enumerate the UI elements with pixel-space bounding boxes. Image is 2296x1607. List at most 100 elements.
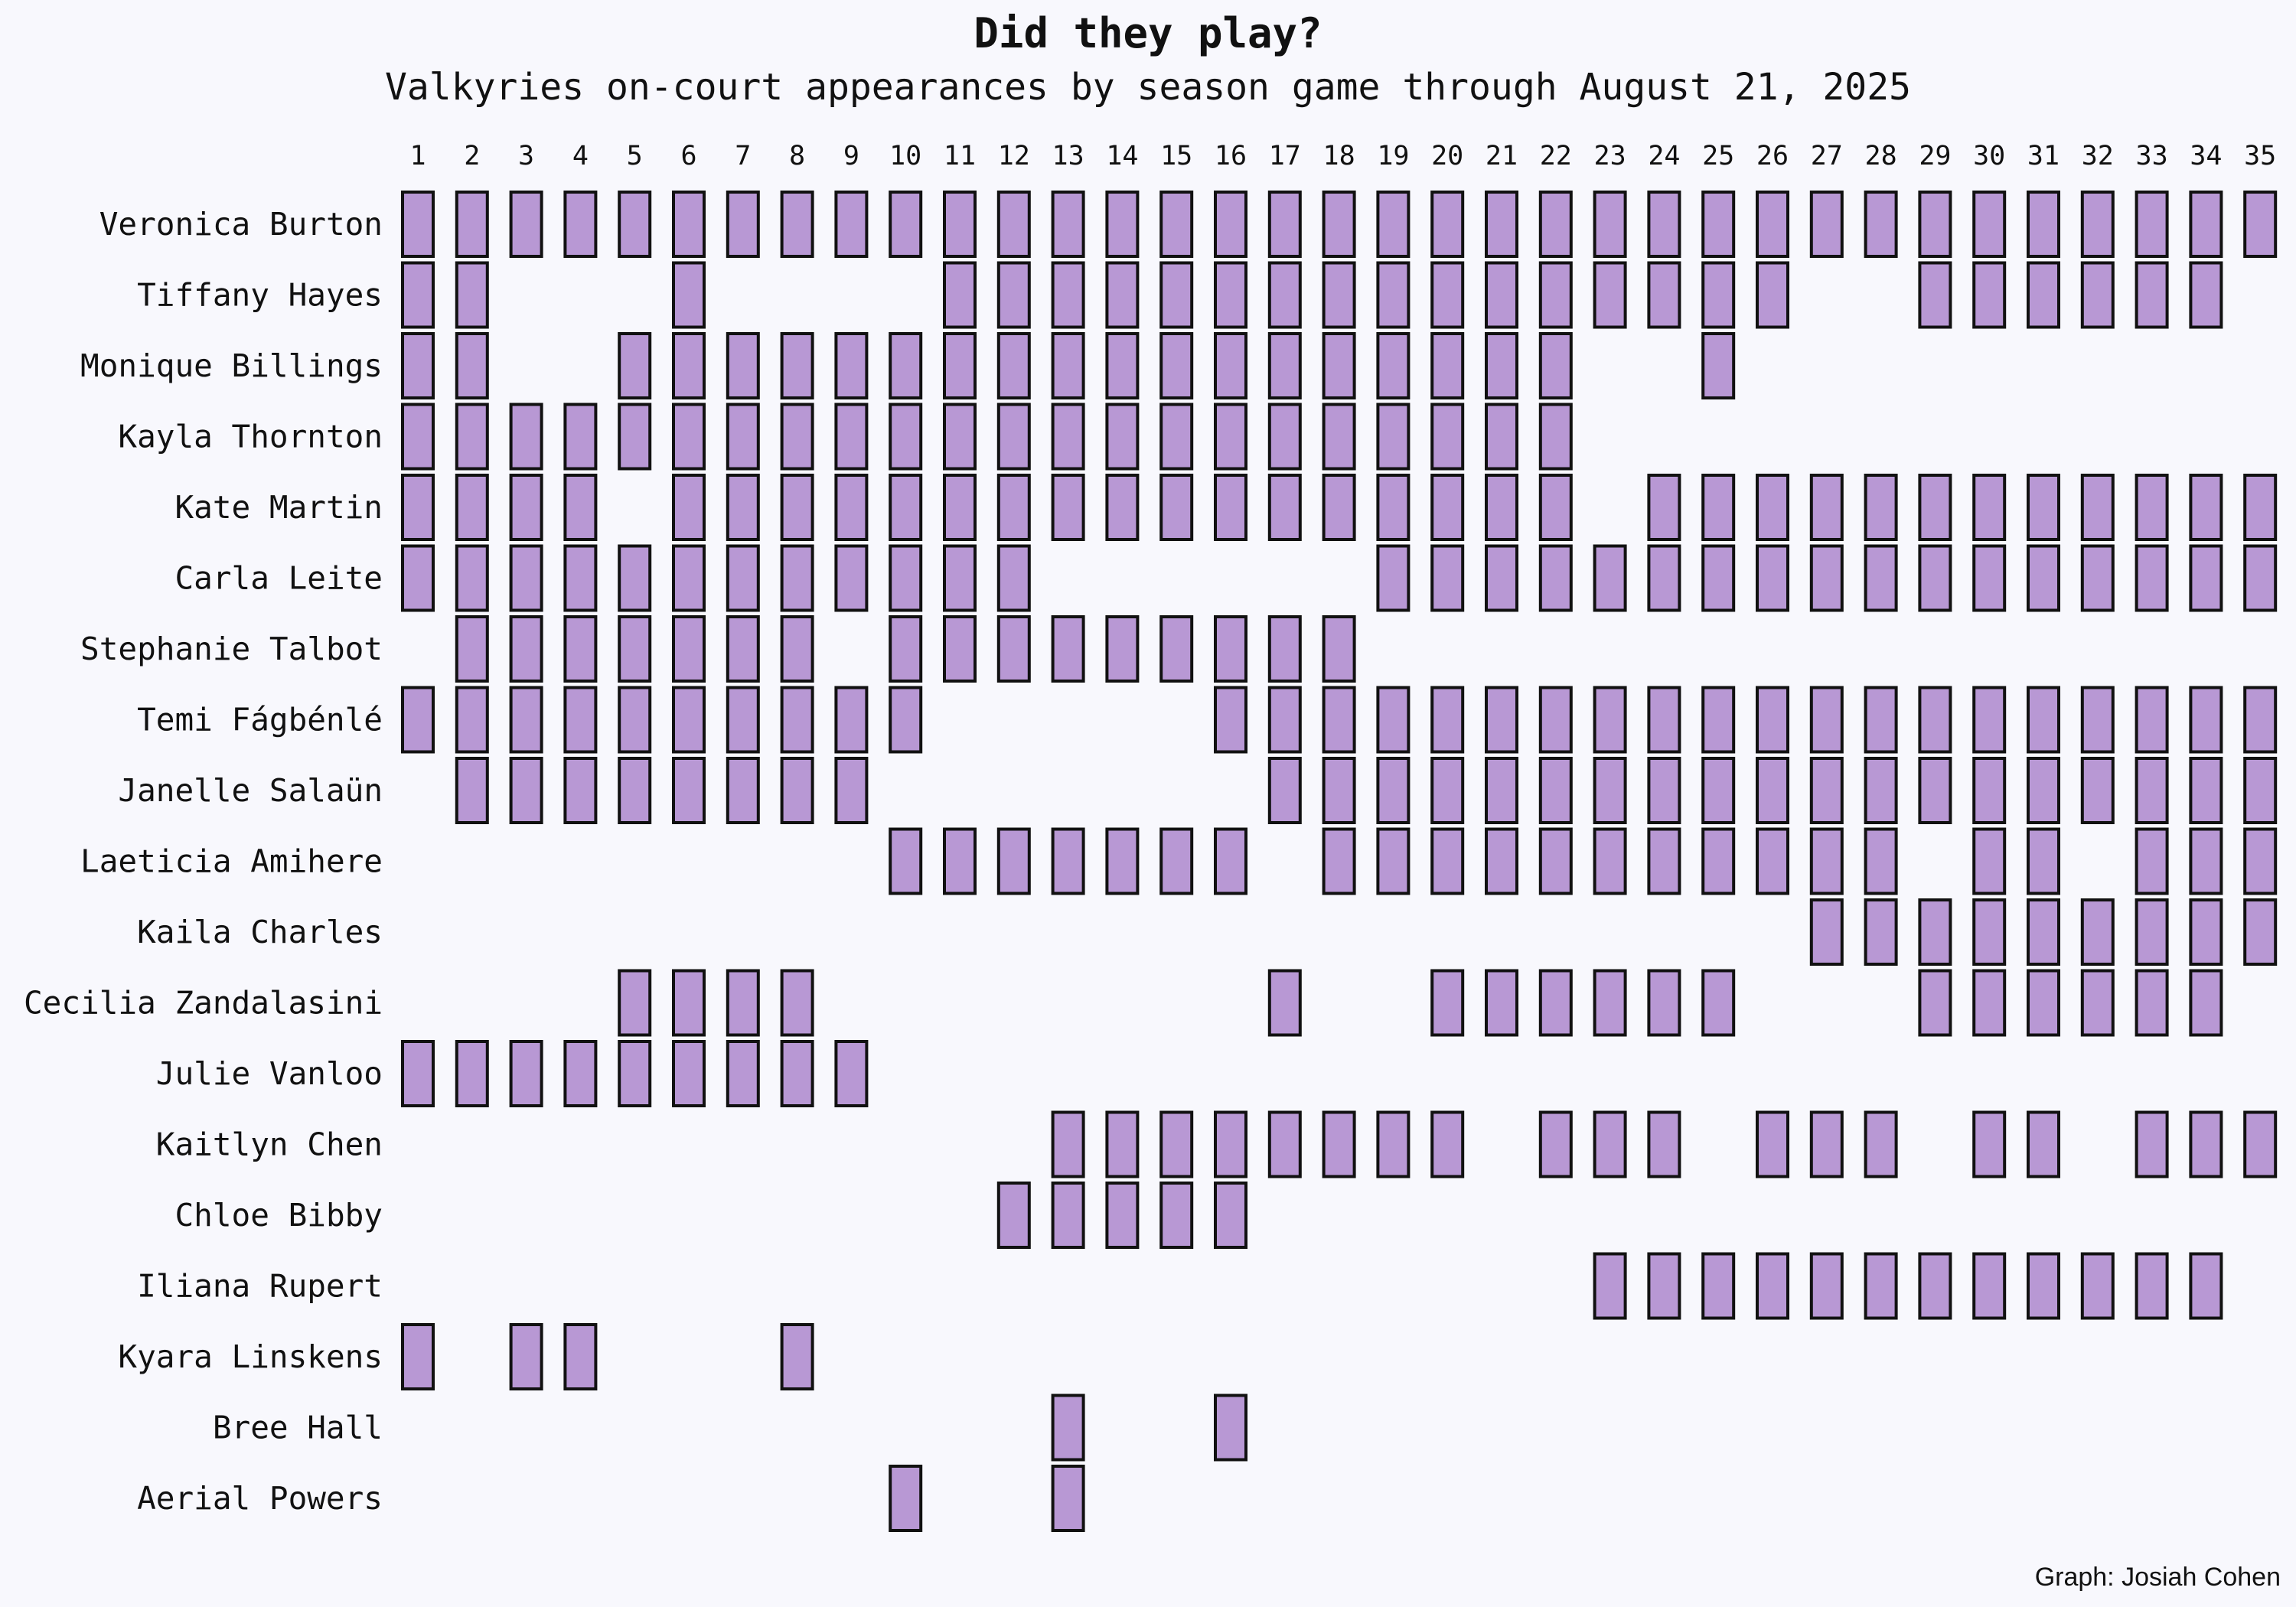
appearance-cell bbox=[1809, 474, 1844, 541]
appearance-cell bbox=[455, 1040, 489, 1107]
appearance-cell bbox=[401, 332, 435, 399]
appearance-cell bbox=[1267, 757, 1302, 824]
appearance-cell bbox=[672, 261, 706, 329]
appearance-cell bbox=[1647, 686, 1681, 754]
appearance-cell bbox=[889, 686, 923, 754]
appearance-cell bbox=[780, 1040, 814, 1107]
appearance-cell bbox=[1159, 332, 1194, 399]
appearance-cell bbox=[1701, 969, 1736, 1037]
appearance-cell bbox=[2189, 544, 2223, 612]
appearance-cell bbox=[1430, 1110, 1465, 1178]
appearance-cell bbox=[1918, 191, 1952, 258]
appearance-cell bbox=[1430, 544, 1465, 612]
game-tick-label: 32 bbox=[2082, 141, 2114, 171]
appearance-cell bbox=[1538, 403, 1573, 471]
appearance-cell bbox=[2135, 474, 2169, 541]
appearance-cell bbox=[401, 474, 435, 541]
appearance-cell bbox=[1267, 1110, 1302, 1178]
appearance-cell bbox=[1105, 1110, 1140, 1178]
appearance-cell bbox=[2243, 544, 2278, 612]
appearance-cell bbox=[1701, 261, 1736, 329]
appearance-cell bbox=[1647, 827, 1681, 895]
appearance-cell bbox=[834, 544, 869, 612]
appearance-cell bbox=[509, 615, 543, 683]
player-label: Kayla Thornton bbox=[118, 419, 383, 455]
appearance-cell bbox=[401, 1323, 435, 1390]
game-tick-label: 30 bbox=[1973, 141, 2005, 171]
appearance-cell bbox=[618, 403, 652, 471]
appearance-cell bbox=[1485, 403, 1518, 471]
appearance-cell bbox=[401, 403, 435, 471]
appearance-cell bbox=[780, 1323, 814, 1390]
appearance-cell bbox=[618, 191, 652, 258]
appearance-cell bbox=[1159, 474, 1194, 541]
appearance-cell bbox=[618, 969, 652, 1037]
appearance-cell bbox=[455, 686, 489, 754]
appearance-cell bbox=[2189, 898, 2223, 966]
appearance-cell bbox=[1864, 757, 1898, 824]
appearance-cell bbox=[726, 757, 760, 824]
appearance-cell bbox=[1159, 615, 1194, 683]
appearance-cell bbox=[618, 686, 652, 754]
appearance-cell bbox=[1159, 191, 1194, 258]
appearance-cell bbox=[1051, 191, 1085, 258]
appearance-cell bbox=[2243, 191, 2278, 258]
appearance-cell bbox=[1864, 1252, 1898, 1320]
appearance-cell bbox=[1972, 474, 2007, 541]
appearance-cell bbox=[996, 615, 1031, 683]
game-tick-label: 20 bbox=[1431, 141, 1463, 171]
game-tick-label: 29 bbox=[1919, 141, 1951, 171]
appearance-cell bbox=[1430, 827, 1465, 895]
appearance-cell bbox=[1918, 261, 1952, 329]
appearance-cell bbox=[943, 474, 977, 541]
appearance-cell bbox=[2027, 1110, 2060, 1178]
appearance-cell bbox=[2080, 757, 2115, 824]
appearance-cell bbox=[1809, 898, 1844, 966]
appearance-cell bbox=[2135, 686, 2169, 754]
game-tick-label: 19 bbox=[1377, 141, 1409, 171]
appearance-cell bbox=[1430, 261, 1465, 329]
appearance-cell bbox=[1105, 827, 1140, 895]
appearance-cell bbox=[1593, 969, 1627, 1037]
game-tick-label: 25 bbox=[1702, 141, 1734, 171]
appearance-cell bbox=[1538, 332, 1573, 399]
appearance-cell bbox=[618, 332, 652, 399]
appearance-cell bbox=[509, 191, 543, 258]
appearance-cell bbox=[563, 1323, 598, 1390]
appearance-cell bbox=[2080, 191, 2115, 258]
appearance-cell bbox=[618, 615, 652, 683]
player-label: Iliana Rupert bbox=[137, 1268, 383, 1305]
appearance-cell bbox=[1214, 332, 1247, 399]
appearance-cell bbox=[2027, 827, 2060, 895]
player-label: Kaila Charles bbox=[137, 914, 383, 950]
appearance-cell bbox=[996, 827, 1031, 895]
appearance-cell bbox=[1593, 1110, 1627, 1178]
appearance-cell bbox=[2027, 544, 2060, 612]
game-tick-label: 7 bbox=[735, 141, 751, 171]
appearance-cell bbox=[1214, 474, 1247, 541]
appearance-cell bbox=[1918, 1252, 1952, 1320]
appearance-cell bbox=[1701, 757, 1736, 824]
appearance-cell bbox=[1105, 403, 1140, 471]
appearance-cell bbox=[2135, 1110, 2169, 1178]
player-label: Aerial Powers bbox=[137, 1480, 383, 1517]
appearance-cell bbox=[1538, 191, 1573, 258]
appearance-cell bbox=[780, 544, 814, 612]
appearance-cell bbox=[996, 1182, 1031, 1249]
player-label: Kate Martin bbox=[174, 489, 383, 526]
appearance-cell bbox=[1214, 191, 1247, 258]
appearance-cell bbox=[1105, 474, 1140, 541]
appearance-cell bbox=[726, 1040, 760, 1107]
appearance-cell bbox=[401, 544, 435, 612]
appearance-cell bbox=[1051, 261, 1085, 329]
game-tick-label: 28 bbox=[1865, 141, 1897, 171]
appearance-cell bbox=[1918, 969, 1952, 1037]
appearance-cell bbox=[2027, 1252, 2060, 1320]
game-tick-label: 6 bbox=[680, 141, 696, 171]
appearance-cell bbox=[1701, 191, 1736, 258]
game-tick-label: 1 bbox=[409, 141, 426, 171]
appearance-cell bbox=[1430, 403, 1465, 471]
appearance-cell bbox=[2189, 827, 2223, 895]
game-tick-label: 13 bbox=[1052, 141, 1084, 171]
